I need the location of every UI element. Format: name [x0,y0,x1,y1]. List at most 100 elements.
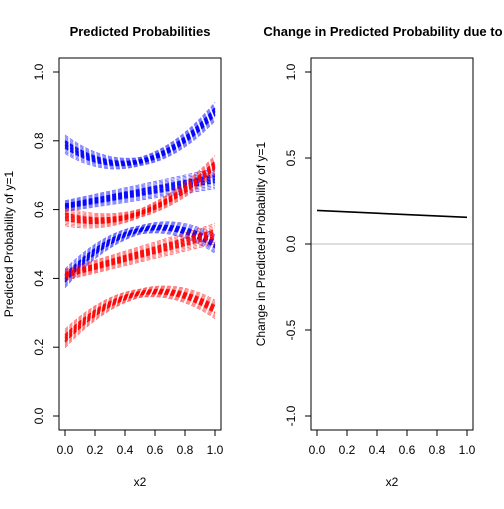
x-axis-label: x2 [134,475,147,489]
y-tick-label: 1.0 [32,63,46,80]
series-line [64,240,216,280]
x-tick: 0.0 [57,430,74,457]
series-line [64,286,216,332]
series-line [64,120,216,170]
series-line [64,158,216,217]
y-tick: 0.5 [284,149,311,166]
y-tick: 0.2 [32,339,59,356]
series-line [64,227,216,273]
series-line [64,155,216,215]
series-line [64,165,216,222]
series-line [64,294,216,346]
red-middle-lines [64,223,216,281]
series-line [64,235,216,277]
series-line [64,102,216,159]
x-tick: 0.0 [309,430,326,457]
series-line [64,173,216,229]
series-line [64,238,216,279]
series-line [64,221,216,270]
series-line [64,295,216,347]
series-line [64,159,216,218]
series-line [64,163,216,221]
x-tick: 0.4 [369,430,386,457]
series-line [64,180,216,209]
x-axis: 0.0 0.2 0.4 0.6 0.8 1.0 [309,430,476,457]
series-line [64,290,216,339]
y-tick-label: 0.2 [32,339,46,356]
series-line [64,166,216,223]
series-line [64,119,216,169]
series-line [64,223,216,270]
series-line [64,296,216,349]
y-tick: 0.0 [284,235,311,252]
series-line [64,224,216,274]
x-tick: 0.4 [117,430,134,457]
x-tick: 0.2 [87,430,104,457]
y-axis-label: Change in Predicted Probability of y=1 [254,141,268,346]
chart-title: Predicted Probabilities [70,24,211,39]
y-tick: 0.4 [32,270,59,287]
y-axis: -1.0 -0.5 0.0 0.5 1.0 [284,63,311,426]
series-line [64,288,216,334]
y-tick-label: -0.5 [284,319,298,340]
change-in-probability-panel: Change in Predicted Probability due to x… [254,24,504,489]
series-line [64,171,216,203]
plot-frame [58,57,222,431]
y-tick-label: 0.0 [284,235,298,252]
series-line [64,288,216,336]
y-tick: 1.0 [32,63,59,80]
series-line [64,223,216,273]
series-line [64,232,216,276]
x-axis: 0.0 0.2 0.4 0.6 0.8 1.0 [57,430,224,457]
change-line [316,209,468,219]
x-tick-label: 1.0 [459,443,476,457]
series-line [64,169,216,225]
x-tick-label: 0.6 [147,443,164,457]
y-axis-label: Predicted Probability of y=1 [2,170,16,317]
series-line [64,230,216,286]
plot-lines [64,102,216,349]
series-line [64,230,216,275]
series-line [64,167,216,225]
series-line [64,178,216,208]
series-line [64,241,216,280]
blue-lower-curves [64,221,216,288]
series-line [64,162,216,220]
y-tick: -0.5 [284,319,311,340]
x-tick-label: 0.6 [399,443,416,457]
series-line [64,231,216,287]
plot-lines [316,209,468,219]
series-line [64,171,216,227]
x-axis-label: x2 [386,475,399,489]
y-tick: 0.0 [32,407,59,424]
x-tick-label: 0.4 [117,443,134,457]
y-tick-label: 0.5 [284,149,298,166]
x-tick-label: 0.8 [177,443,194,457]
series-line [64,293,216,344]
series-line [64,224,216,271]
series-line [64,222,216,271]
red-upper-curves [64,155,216,229]
x-tick: 0.8 [177,430,194,457]
series-line [64,243,216,281]
series-line [64,106,216,161]
series-line [64,224,216,276]
series-line [64,160,216,219]
x-tick-label: 0.2 [87,443,104,457]
series-line [64,291,216,340]
x-tick: 1.0 [459,430,476,457]
y-tick-label: 0.0 [32,407,46,424]
y-tick: 1.0 [284,63,311,80]
series-line [64,225,216,277]
x-tick-label: 0.2 [339,443,356,457]
series-line [64,292,216,343]
x-tick: 0.6 [399,430,416,457]
y-tick-label: 0.4 [32,270,46,287]
x-tick: 0.2 [339,430,356,457]
series-line [64,226,216,279]
y-tick-label: 1.0 [284,63,298,80]
y-tick-label: 0.6 [32,201,46,218]
series-line [64,292,216,342]
series-line [64,226,216,272]
